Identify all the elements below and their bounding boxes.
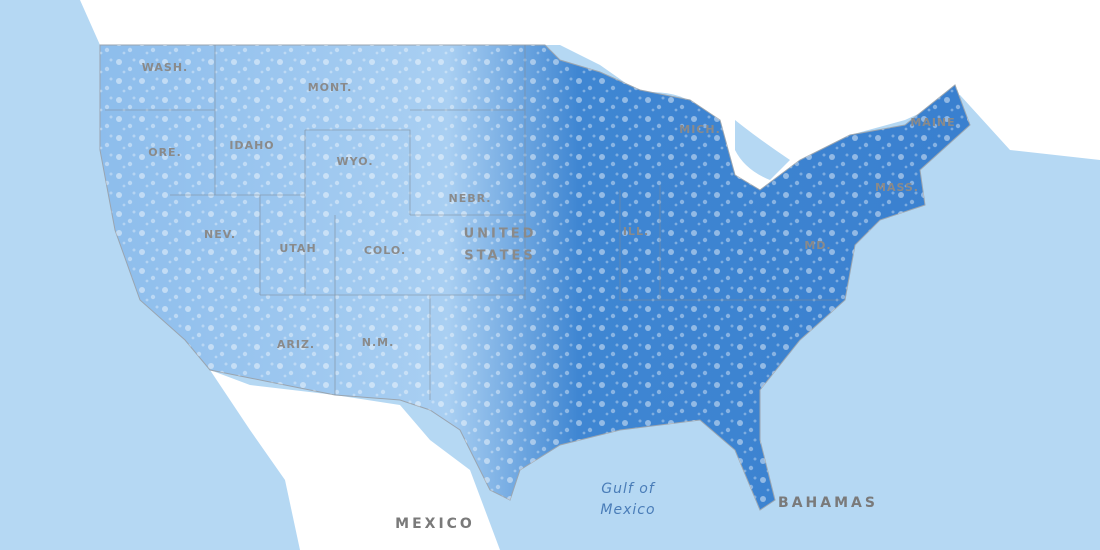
state-label: MICH. [679, 123, 721, 136]
state-label: MAINE [910, 116, 955, 129]
state-label: WYO. [337, 155, 374, 168]
state-label: MD. [804, 239, 831, 252]
state-label: NEBR. [449, 192, 492, 205]
country-label: UNITED [464, 227, 537, 242]
country-label: MEXICO [395, 516, 475, 532]
state-label: UTAH [279, 242, 316, 255]
mexico-land [210, 370, 500, 550]
state-label: COLO. [364, 244, 406, 257]
canada [0, 0, 1100, 195]
state-label: ILL. [623, 225, 649, 238]
state-label: ORE. [148, 146, 182, 159]
state-label: WASH. [142, 61, 188, 74]
country-label: BAHAMAS [778, 495, 878, 511]
water-label: Gulf of [601, 481, 656, 497]
state-label: MASS. [875, 181, 919, 194]
lake [735, 120, 790, 180]
state-label: N.M. [362, 336, 395, 349]
water-label: Mexico [600, 502, 655, 518]
state-label: NEV. [204, 228, 236, 241]
state-label: ARIZ. [277, 338, 315, 351]
state-borders [105, 45, 840, 400]
state-label: MONT. [308, 81, 353, 94]
state-label: IDAHO [229, 139, 274, 152]
coverage-gaps [100, 45, 970, 510]
country-label: STATES [464, 249, 535, 264]
